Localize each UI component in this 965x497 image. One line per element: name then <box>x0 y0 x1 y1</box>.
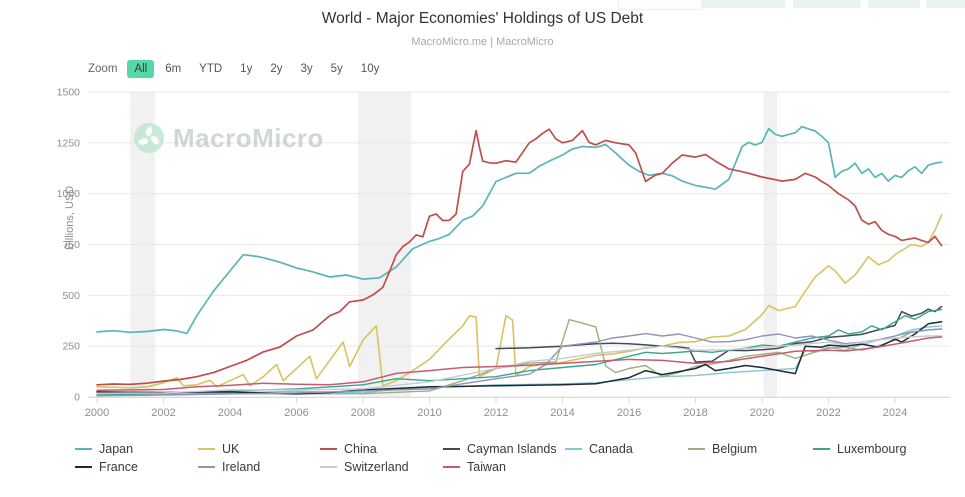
legend-marker <box>688 448 705 450</box>
y-tick-label: 1500 <box>57 87 81 99</box>
series-line-luxembourg[interactable] <box>96 308 943 397</box>
legend-item-ireland[interactable]: Ireland <box>198 459 260 475</box>
legend-marker <box>75 466 92 468</box>
range-button-2y[interactable]: 2y <box>270 63 283 75</box>
x-tick-label: 2010 <box>417 407 441 419</box>
range-button-6m[interactable]: 6m <box>165 63 182 75</box>
chart-subtitle: MacroMicro.me | MacroMicro <box>411 36 554 48</box>
legend-item-switzerland[interactable]: Switzerland <box>320 459 409 475</box>
legend-label: Ireland <box>222 460 261 474</box>
range-button-5y[interactable]: 5y <box>330 63 343 75</box>
x-tick-label: 2002 <box>151 407 175 419</box>
range-button-ytd[interactable]: YTD <box>199 63 223 75</box>
top-toolbar-fragment-outlined <box>618 0 702 10</box>
x-tick-label: 2024 <box>883 407 907 419</box>
top-toolbar-fragment <box>700 0 785 8</box>
legend-item-japan[interactable]: Japan <box>75 441 133 457</box>
legend-marker <box>320 466 337 468</box>
y-tick-label: 250 <box>62 341 80 353</box>
legend-label: Luxembourg <box>837 442 907 456</box>
zoom-label: Zoom <box>88 63 118 75</box>
legend-marker <box>813 448 830 450</box>
series-line-canada[interactable] <box>96 325 943 396</box>
top-toolbar-fragment <box>868 0 920 8</box>
legend-label: Taiwan <box>467 460 506 474</box>
legend-item-cayman-islands[interactable]: Cayman Islands <box>443 441 557 457</box>
x-tick-label: 2016 <box>617 407 641 419</box>
y-tick-label: 1000 <box>57 188 81 200</box>
legend-item-uk[interactable]: UK <box>198 441 239 457</box>
legend-item-taiwan[interactable]: Taiwan <box>443 459 506 475</box>
chart-title: World - Major Economies' Holdings of US … <box>321 10 644 27</box>
x-tick-label: 2022 <box>816 407 840 419</box>
legend-marker <box>565 448 582 450</box>
x-tick-label: 2012 <box>484 407 508 419</box>
x-tick-label: 2020 <box>750 407 774 419</box>
legend-marker <box>198 466 215 468</box>
x-tick-label: 2006 <box>284 407 308 419</box>
series-line-switzerland[interactable] <box>96 335 943 394</box>
legend-label: Cayman Islands <box>467 442 557 456</box>
top-toolbar-fragment <box>793 0 861 8</box>
legend-marker <box>75 448 92 450</box>
series-line-france[interactable] <box>96 321 943 395</box>
y-tick-label: 750 <box>62 239 80 251</box>
legend-item-belgium[interactable]: Belgium <box>688 441 757 457</box>
legend-marker <box>198 448 215 450</box>
y-tick-label: 1250 <box>57 137 81 149</box>
x-tick-label: 2000 <box>85 407 109 419</box>
series-line-japan[interactable] <box>96 125 943 335</box>
range-button-1y[interactable]: 1y <box>240 63 253 75</box>
legend-label: China <box>344 442 377 456</box>
top-toolbar-fragment <box>926 0 965 8</box>
legend-marker <box>443 466 460 468</box>
legend-label: Japan <box>99 442 134 456</box>
zoom-range-buttons: All 6m YTD 1y 2y 3y 5y 10y <box>127 60 386 78</box>
zoom-range-toolbar: Zoom All 6m YTD 1y 2y 3y 5y 10y <box>88 60 386 78</box>
legend-marker <box>320 448 337 450</box>
y-tick-label: 500 <box>62 290 80 302</box>
x-tick-label: 2018 <box>683 407 707 419</box>
legend-item-france[interactable]: France <box>75 459 138 475</box>
range-button-3y[interactable]: 3y <box>300 63 313 75</box>
series-line-belgium[interactable] <box>96 319 943 396</box>
x-tick-label: 2014 <box>550 407 574 419</box>
series-line-cayman-islands[interactable] <box>495 305 943 363</box>
legend-marker <box>443 448 460 450</box>
series-line-taiwan[interactable] <box>96 336 943 392</box>
series-line-uk[interactable] <box>96 214 943 389</box>
legend-item-canada[interactable]: Canada <box>565 441 633 457</box>
series-line-china[interactable] <box>96 128 943 386</box>
legend-label: Canada <box>589 442 633 456</box>
x-tick-label: 2008 <box>351 407 375 419</box>
range-button-10y[interactable]: 10y <box>360 63 380 75</box>
legend-label: France <box>99 460 138 474</box>
range-button-all[interactable]: All <box>127 60 155 78</box>
legend-label: UK <box>222 442 240 456</box>
x-tick-label: 2004 <box>218 407 242 419</box>
legend-item-luxembourg[interactable]: Luxembourg <box>813 441 907 457</box>
legend-item-china[interactable]: China <box>320 441 377 457</box>
legend-label: Belgium <box>712 442 758 456</box>
legend-label: Switzerland <box>344 460 409 474</box>
y-tick-label: 0 <box>74 392 80 404</box>
